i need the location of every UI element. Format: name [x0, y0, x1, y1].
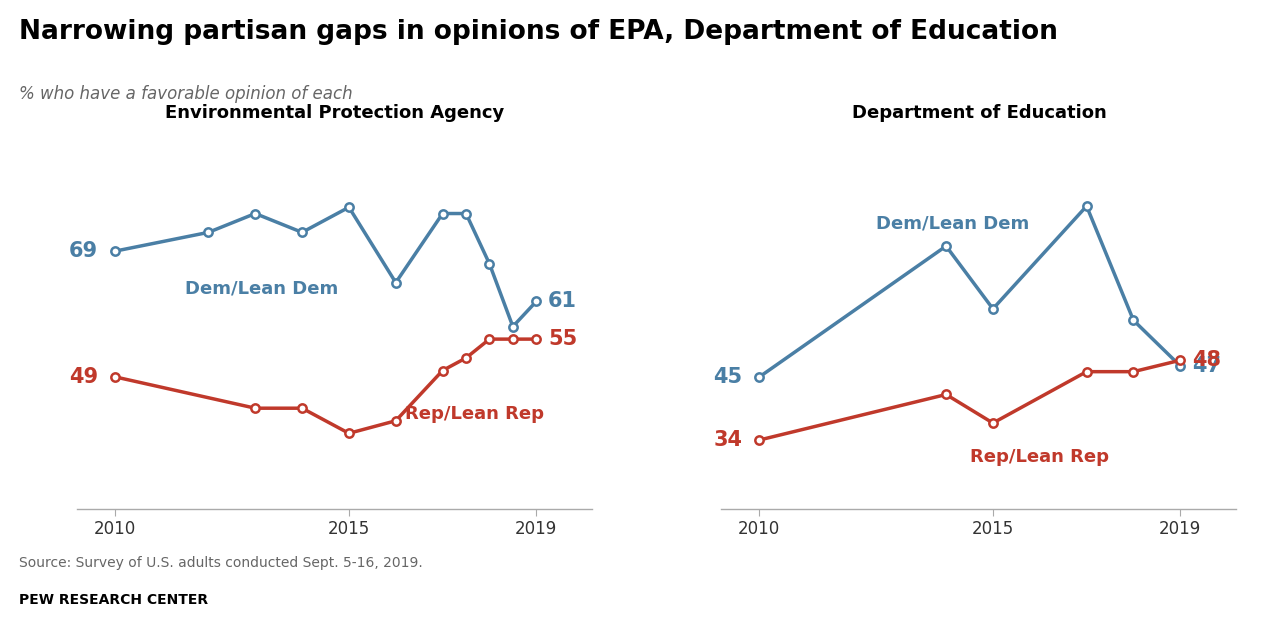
Title: Department of Education: Department of Education — [851, 104, 1106, 122]
Text: 47: 47 — [1191, 356, 1221, 376]
Text: Narrowing partisan gaps in opinions of EPA, Department of Education: Narrowing partisan gaps in opinions of E… — [19, 19, 1059, 45]
Text: Rep/Lean Rep: Rep/Lean Rep — [970, 448, 1109, 467]
Text: 55: 55 — [547, 329, 577, 349]
Text: Source: Survey of U.S. adults conducted Sept. 5-16, 2019.: Source: Survey of U.S. adults conducted … — [19, 556, 422, 570]
Text: 34: 34 — [714, 430, 742, 450]
Text: 61: 61 — [547, 291, 577, 311]
Text: PEW RESEARCH CENTER: PEW RESEARCH CENTER — [19, 593, 209, 607]
Text: Dem/Lean Dem: Dem/Lean Dem — [185, 280, 339, 298]
Text: 49: 49 — [70, 367, 98, 387]
Text: 69: 69 — [70, 241, 98, 261]
Text: 45: 45 — [714, 367, 742, 387]
Text: Rep/Lean Rep: Rep/Lean Rep — [406, 406, 544, 423]
Text: Dem/Lean Dem: Dem/Lean Dem — [876, 214, 1029, 232]
Text: 48: 48 — [1191, 350, 1221, 371]
Text: % who have a favorable opinion of each: % who have a favorable opinion of each — [19, 85, 353, 103]
Title: Environmental Protection Agency: Environmental Protection Agency — [165, 104, 505, 122]
